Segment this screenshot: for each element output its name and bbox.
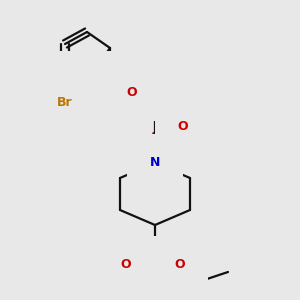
Text: O: O bbox=[178, 121, 188, 134]
Text: O: O bbox=[121, 259, 131, 272]
Text: O: O bbox=[127, 85, 137, 98]
Text: O: O bbox=[175, 259, 185, 272]
Text: Br: Br bbox=[57, 95, 73, 109]
Text: O: O bbox=[82, 74, 92, 86]
Text: O: O bbox=[78, 76, 88, 88]
Text: N: N bbox=[150, 157, 160, 169]
